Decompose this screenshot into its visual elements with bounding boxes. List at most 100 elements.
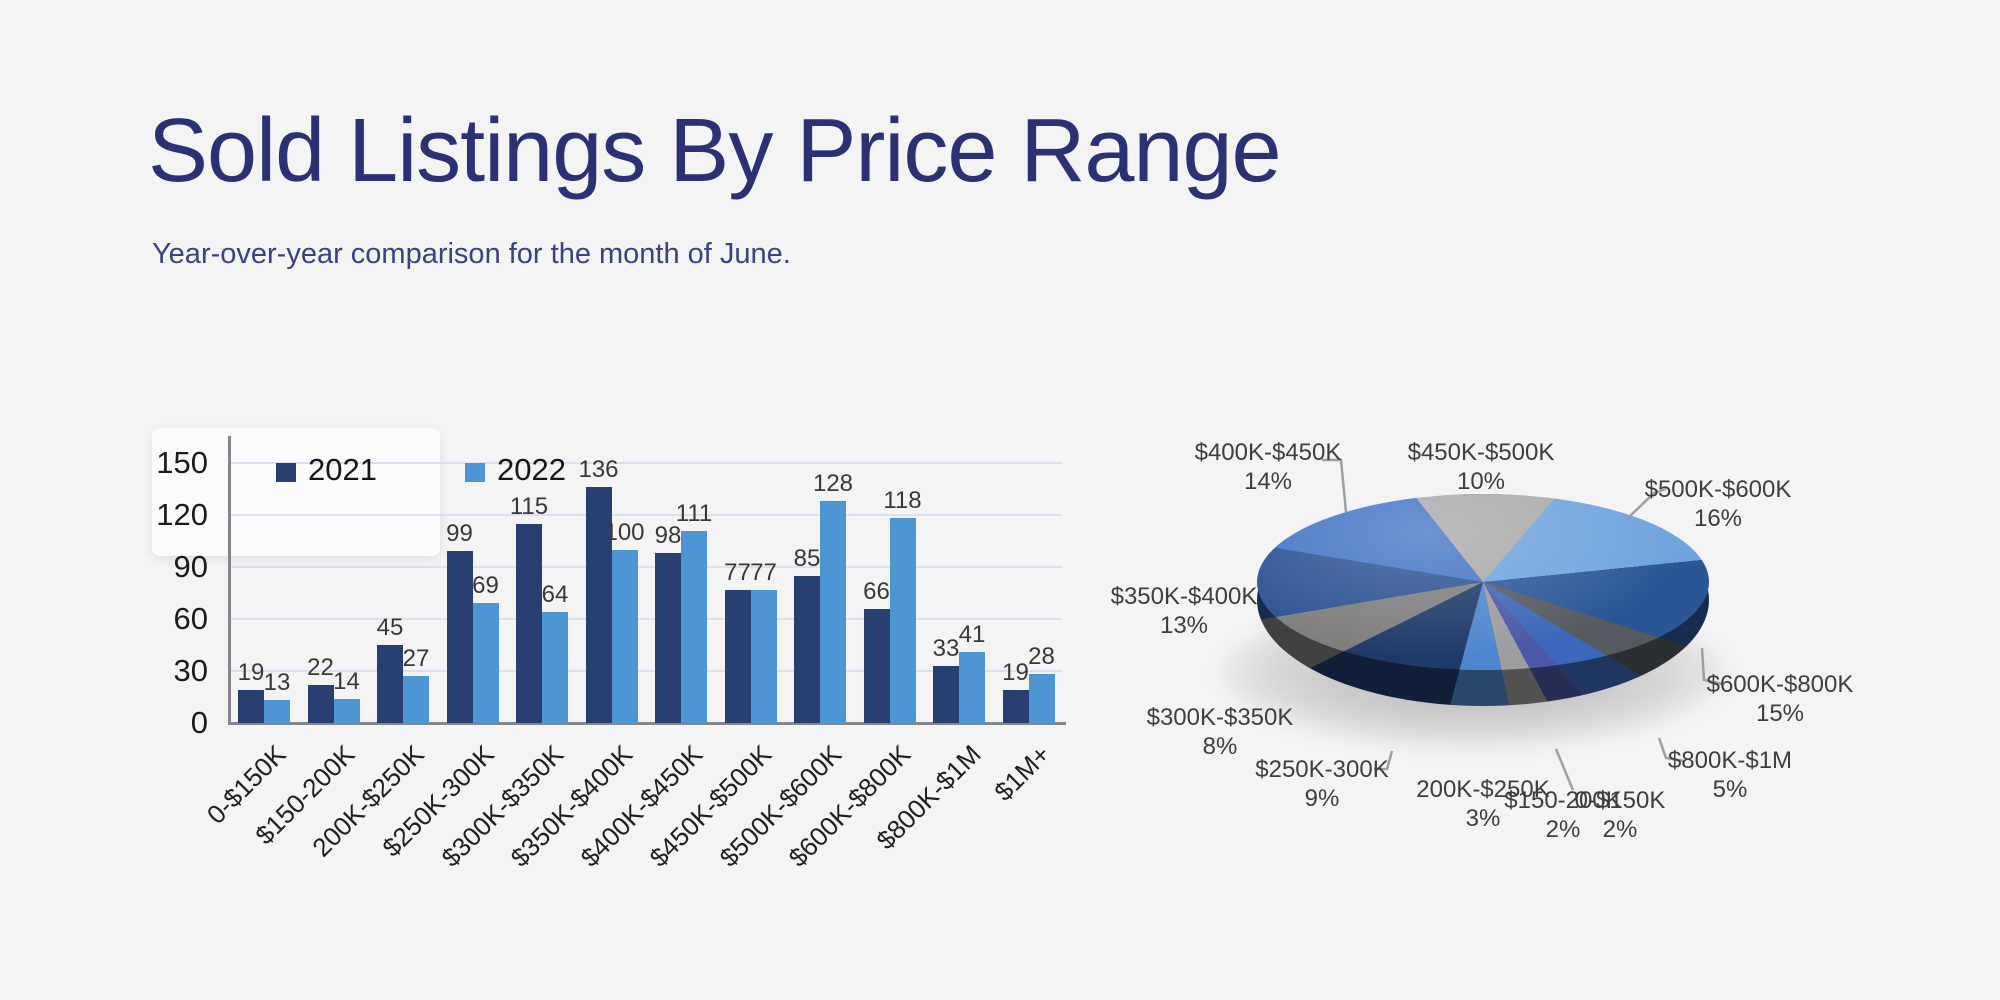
background-panel: [152, 428, 440, 556]
bar-2021-$350K-$400K: [585, 487, 612, 723]
bar-2021-$300K-$350K: [516, 524, 542, 723]
pie-label-percent: 9%: [1304, 785, 1340, 812]
bar-2021-$400K-$450K: [655, 553, 681, 723]
bar-2021-0-$150K: [238, 690, 264, 723]
pie-label-$250K-300K: $250K-300K 9%: [1212, 755, 1432, 813]
pie-label-$400K-$450K: $400K-$450K 14%: [1158, 438, 1378, 496]
bar-value-label: 27: [402, 645, 430, 672]
grid-line: [230, 618, 1062, 620]
bar-2022-$150-200K: [333, 699, 360, 723]
x-axis-line: [228, 722, 1066, 725]
bar-2021-$500K-$600K: [794, 576, 820, 723]
bar-value-label: 111: [675, 500, 713, 527]
pie-label-range: 200K-$250K: [1416, 776, 1550, 803]
pie-top-face: [1257, 494, 1709, 670]
y-tick-label: 90: [173, 549, 208, 584]
bar-value-label: 77: [724, 559, 751, 586]
pie-label-percent: 3%: [1465, 805, 1501, 832]
pie-label-range: $300K-$350K: [1146, 704, 1294, 731]
legend-label-2022: 2022: [496, 452, 566, 487]
bar-value-label: 19: [237, 659, 265, 686]
x-category-label: $1M+: [987, 739, 1056, 807]
bar-2022-$300K-$350K: [542, 612, 568, 723]
bar-value-label: 136: [578, 456, 619, 483]
y-tick-label: 0: [190, 705, 208, 740]
grid-line: [230, 462, 1062, 464]
bar-2021-200K-$250K: [377, 645, 403, 723]
legend: 2021 2022: [276, 452, 642, 488]
bar-value-label: 33: [932, 635, 960, 662]
pie-label-0-$150K: 0-$150K 2%: [1510, 786, 1730, 844]
pie-label-range: $500K-$600K: [1644, 476, 1792, 503]
pie-label-200K-$250K: 200K-$250K 3%: [1373, 775, 1593, 833]
page-title: Sold Listings By Price Range: [148, 101, 1282, 201]
bar-2022-$600K-$800K: [889, 518, 916, 723]
grid-line: [230, 670, 1062, 672]
pie-label-range: $250K-300K: [1255, 756, 1389, 783]
pie-label-$800K-$1M: $800K-$1M 5%: [1620, 746, 1840, 804]
bar-value-label: 100: [604, 519, 645, 546]
pie-label-percent: 10%: [1456, 468, 1506, 495]
bar-2022-0-$150K: [264, 700, 290, 723]
grid-line: [230, 566, 1062, 568]
bar-2022-$800K-$1M: [959, 652, 985, 723]
y-tick-label: 120: [156, 497, 208, 532]
bar-value-label: 28: [1028, 643, 1055, 670]
legend-swatch-2021: [276, 462, 296, 482]
pie-label-range: $150-200K: [1504, 787, 1622, 814]
pie-label-percent: 15%: [1755, 700, 1805, 727]
bar-value-label: 69: [472, 572, 499, 599]
pie-label-percent: 2%: [1545, 816, 1581, 843]
bar-2021-$600K-$800K: [863, 609, 890, 723]
bar-2021-$1M+: [1002, 690, 1029, 723]
bar-value-label: 128: [812, 470, 854, 497]
bar-2022-$1M+: [1028, 674, 1055, 723]
bar-value-label: 41: [958, 621, 986, 648]
y-tick-label: 30: [173, 653, 208, 688]
pie-gloss-highlight: [1257, 494, 1709, 670]
pie-label-$300K-$350K: $300K-$350K 8%: [1110, 703, 1330, 761]
pie-label-range: 0-$150K: [1574, 787, 1666, 814]
pie-label-$350K-$400K: $350K-$400K 13%: [1074, 582, 1294, 640]
bar-value-label: 85: [793, 545, 821, 572]
pie-label-range: $350K-$400K: [1110, 583, 1258, 610]
bar-value-label: 64: [541, 581, 569, 608]
pie-label-percent: 16%: [1693, 505, 1743, 532]
bar-value-label: 115: [509, 493, 549, 520]
bar-value-label: 98: [654, 522, 682, 549]
bar-value-label: 45: [376, 614, 404, 641]
bar-value-label: 77: [750, 559, 777, 586]
pie-label-percent: 14%: [1243, 468, 1293, 495]
pie-label-range: $600K-$800K: [1706, 671, 1854, 698]
bar-value-label: 19: [1002, 659, 1029, 686]
y-tick-label: 150: [156, 445, 208, 480]
bar-value-label: 118: [883, 487, 922, 514]
bar-2022-$500K-$600K: [820, 501, 846, 723]
bar-2021-$250K-300K: [446, 551, 473, 723]
y-tick-label: 60: [173, 601, 208, 636]
pie-label-$450K-$500K: $450K-$500K 10%: [1371, 438, 1591, 496]
pie-label-percent: 2%: [1602, 816, 1638, 843]
pie-label-percent: 8%: [1202, 733, 1238, 760]
bar-2021-$450K-$500K: [724, 590, 751, 723]
grid-line: [230, 514, 1062, 516]
bar-value-label: 66: [863, 578, 890, 605]
pie-label-percent: 5%: [1712, 776, 1748, 803]
bar-2022-$250K-300K: [472, 603, 499, 723]
bar-value-label: 22: [307, 654, 334, 681]
bar-2021-$150-200K: [307, 685, 334, 723]
bar-2021-$800K-$1M: [933, 666, 959, 723]
pie-label-range: $450K-$500K: [1407, 439, 1555, 466]
bar-value-label: 13: [263, 669, 291, 696]
pie-label-$150-200K: $150-200K 2%: [1453, 786, 1673, 844]
bar-2022-$450K-$500K: [750, 590, 777, 723]
pie-label-range: $800K-$1M: [1667, 747, 1793, 774]
page-subtitle: Year-over-year comparison for the month …: [152, 238, 791, 270]
legend-label-2021: 2021: [308, 452, 377, 487]
y-axis-line: [228, 436, 231, 724]
pie-label-$600K-$800K: $600K-$800K 15%: [1670, 670, 1890, 728]
bar-value-label: 99: [446, 520, 473, 547]
pie-label-$500K-$600K: $500K-$600K 16%: [1608, 475, 1828, 533]
bar-2022-$350K-$400K: [611, 550, 638, 723]
